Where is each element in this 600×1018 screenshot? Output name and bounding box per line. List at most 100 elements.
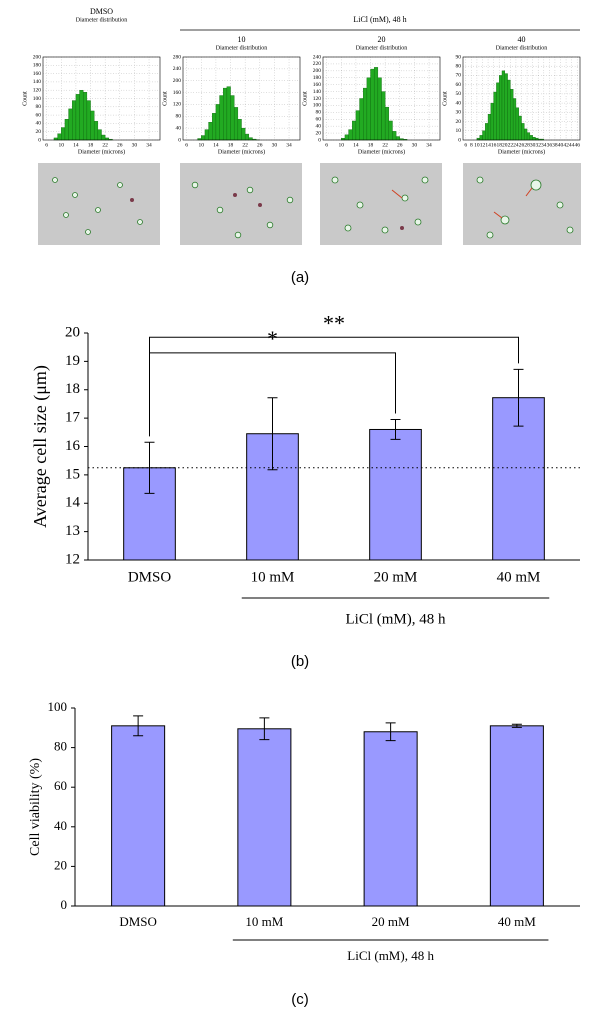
histogram-bar	[233, 107, 239, 141]
dark-cells	[130, 193, 404, 230]
histogram-bar	[93, 121, 99, 141]
y-tick-label: 20	[456, 119, 462, 125]
x-tick-label: 30	[272, 142, 278, 148]
panel-label: (c)	[291, 991, 309, 1008]
histogram-bar	[499, 75, 503, 141]
y-tick-label: 16	[65, 438, 81, 454]
group-label: LiCl (mM), 48 h	[353, 15, 406, 24]
y-tick-label: 40	[176, 125, 182, 131]
x-tick-label: 6	[185, 142, 188, 148]
x-axis-label: Diameter (microns)	[78, 148, 125, 155]
x-tick-label: 34	[146, 142, 152, 148]
y-axis-label: Cell viability (%)	[28, 758, 43, 856]
histogram-bar	[64, 119, 69, 141]
x-tick-label: 32	[535, 142, 541, 148]
histogram-bar	[212, 113, 217, 141]
chart-subtitle: Diameter distribution	[496, 45, 548, 51]
y-tick-label: 0	[458, 137, 461, 143]
x-tick-label: 34	[541, 142, 547, 148]
plot-frame	[42, 56, 161, 141]
plot-frame	[322, 56, 441, 141]
y-tick-label: 20	[36, 129, 42, 135]
x-tick-label: 22	[508, 142, 514, 148]
histogram-bar	[395, 136, 400, 141]
x-tick-label: 14	[213, 142, 219, 148]
histogram-bar	[381, 91, 386, 141]
histogram-bar	[72, 100, 77, 141]
y-tick-label: 280	[173, 54, 182, 60]
x-tick-label: 22	[102, 142, 108, 148]
histogram-bar	[230, 95, 235, 141]
y-tick-label: 80	[176, 114, 182, 120]
panel-label: (a)	[291, 269, 309, 286]
y-tick-label: 220	[313, 61, 322, 67]
y-tick-label: 15	[65, 466, 80, 482]
y-tick-label: 50	[456, 91, 462, 97]
x-tick-label: 22	[382, 142, 388, 148]
histogram-bar	[518, 115, 522, 141]
histogram-bar	[496, 82, 500, 141]
histogram-bar	[515, 107, 519, 141]
y-tick-label: 40	[316, 123, 322, 129]
histogram-bar	[490, 102, 494, 141]
y-tick-label: 40	[36, 121, 42, 127]
y-tick-label: 60	[456, 82, 462, 88]
histogram-bar	[101, 134, 106, 141]
y-tick-label: 0	[178, 137, 181, 143]
x-tick-label: 42	[563, 142, 569, 148]
y-tick-label: 60	[54, 778, 67, 793]
x-tick-label: DMSO	[128, 569, 172, 585]
histogram-bar	[529, 135, 533, 141]
histogram-bar	[482, 130, 486, 141]
y-tick-label: 100	[313, 103, 322, 109]
chart-subtitle: Diameter distribution	[76, 17, 128, 23]
error-bar	[267, 397, 278, 471]
y-tick-label: 100	[33, 96, 42, 102]
histogram-bar	[521, 123, 525, 141]
micrographs	[38, 163, 581, 245]
histogram-bar	[526, 132, 531, 141]
histogram-bar	[370, 68, 375, 141]
y-tick-label: 140	[33, 79, 42, 85]
x-tick-label: 14	[353, 142, 359, 148]
x-tick-label: 26	[257, 142, 263, 148]
histogram-bar	[97, 129, 102, 141]
arrows	[391, 187, 533, 219]
histogram-bar	[510, 89, 514, 141]
y-tick-label: 120	[173, 102, 182, 108]
histogram-bar	[487, 113, 492, 141]
x-tick-label: 18	[88, 142, 94, 148]
histogram-bar	[237, 119, 242, 141]
x-tick-label: 20	[502, 142, 508, 148]
histogram-bar	[512, 98, 517, 141]
x-tick-label: 40 mM	[497, 569, 541, 585]
x-tick-label: 6	[325, 142, 328, 148]
cells	[52, 176, 574, 239]
group-label: LiCl (mM), 48 h	[346, 611, 446, 627]
x-tick-label: 14	[485, 142, 491, 148]
histogram-bar	[104, 137, 110, 141]
y-tick-label: 20	[54, 857, 67, 872]
x-tick-label: 40 mM	[498, 914, 536, 929]
x-tick-label: 6	[45, 142, 48, 148]
y-tick-label: 160	[173, 90, 182, 96]
y-tick-label: 13	[65, 523, 80, 539]
y-tick-label: 80	[316, 110, 322, 116]
chart-title: DMSO	[90, 7, 113, 16]
x-tick-label: DMSO	[119, 914, 157, 929]
y-tick-label: 160	[313, 82, 322, 88]
histogram-bar	[344, 134, 349, 141]
bar	[363, 731, 418, 907]
y-tick-label: 120	[313, 96, 322, 102]
y-axis-label: Average cell size (μm)	[30, 365, 51, 528]
significance-label: **	[323, 310, 345, 335]
x-tick-label: 6	[464, 142, 467, 148]
histogram-bar	[532, 137, 536, 141]
histogram-bar	[86, 100, 91, 141]
y-tick-label: 80	[456, 63, 462, 69]
x-tick-label: 14	[73, 142, 79, 148]
group-label: LiCl (mM), 48 h	[347, 948, 434, 963]
x-tick-label: 38	[552, 142, 558, 148]
error-bar	[133, 715, 144, 737]
histogram-bar	[223, 87, 228, 141]
